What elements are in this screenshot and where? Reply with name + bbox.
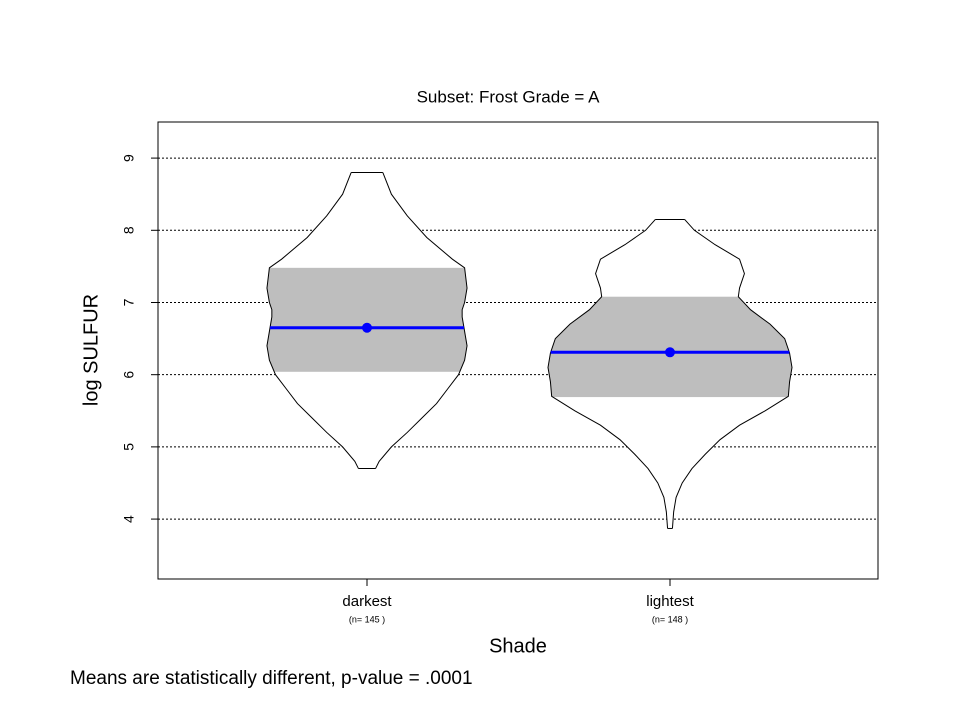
y-tick-label: 5: [121, 443, 137, 451]
mean-dot: [362, 322, 372, 333]
y-tick-label: 4: [121, 515, 137, 523]
y-tick-label: 6: [121, 371, 137, 379]
x-axis-label: Shade: [489, 635, 547, 657]
footnote: Means are statistically different, p-val…: [70, 668, 473, 689]
violin-outline-left: [266, 172, 359, 469]
mean-dot: [665, 347, 675, 358]
n-label: (n= 148 ): [652, 614, 688, 624]
interquartile-band: [548, 296, 792, 398]
x-tick-label: lightest: [646, 593, 694, 610]
chart-title: Subset: Frost Grade = A: [417, 87, 601, 106]
violin-outline-left: [547, 219, 669, 529]
y-tick-label: 7: [121, 298, 137, 306]
x-tick-label: darkest: [342, 593, 392, 610]
y-axis-label: log SULFUR: [80, 294, 102, 406]
violin-outline-right: [671, 219, 793, 529]
interquartile-band: [266, 267, 468, 372]
plot-frame: [157, 121, 879, 580]
violin-outline-right: [375, 172, 468, 469]
y-tick-label: 8: [121, 226, 137, 234]
y-tick-label: 9: [121, 154, 137, 162]
n-label: (n= 145 ): [349, 614, 385, 624]
